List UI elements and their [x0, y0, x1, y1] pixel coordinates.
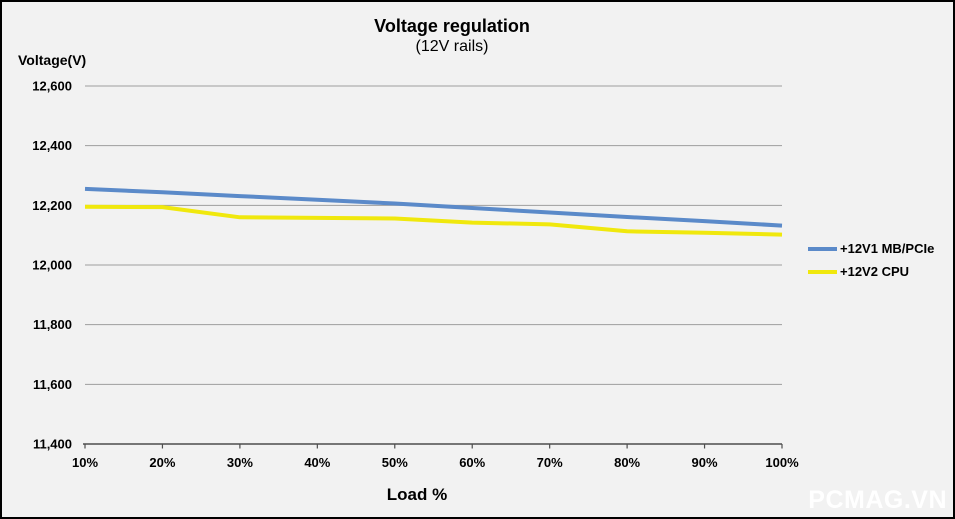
x-axis-title: Load % — [386, 485, 448, 504]
legend-item-12v1: +12V1 MB/PCIe — [808, 240, 934, 257]
legend-swatch-12v1 — [808, 246, 837, 251]
y-tick-label: 12,400 — [32, 138, 72, 153]
x-tick-label: 40% — [304, 455, 330, 470]
legend-label-12v1: +12V1 MB/PCIe — [840, 241, 935, 256]
chart-title: Voltage regulation — [374, 16, 530, 36]
x-tick-label: 50% — [382, 455, 408, 470]
x-tick-label: 70% — [537, 455, 563, 470]
x-tick-label: 10% — [72, 455, 98, 470]
legend-swatch-12v2 — [808, 269, 837, 274]
y-tick-label: 12,200 — [32, 198, 72, 213]
y-tick-label: 11,600 — [33, 377, 72, 392]
legend-label-12v2: +12V2 CPU — [840, 264, 910, 279]
y-tick-label: 11,800 — [33, 317, 72, 332]
x-tick-label: 20% — [149, 455, 175, 470]
legend: +12V1 MB/PCIe +12V2 CPU — [808, 240, 934, 286]
x-tick-label: 100% — [765, 455, 799, 470]
legend-item-12v2: +12V2 CPU — [808, 263, 934, 280]
y-axis-title: Voltage(V) — [18, 52, 87, 68]
title-block: Voltage regulation (12V rails) — [87, 16, 817, 56]
y-tick-label: 12,600 — [32, 79, 72, 94]
x-tick-label: 60% — [459, 455, 485, 470]
y-tick-label: 11,400 — [33, 437, 72, 452]
series-line-2 — [84, 204, 783, 237]
x-tick-label: 30% — [227, 455, 253, 470]
series-line-1 — [84, 186, 783, 228]
chart-subtitle: (12V rails) — [415, 38, 489, 55]
y-tick-label: 12,000 — [32, 258, 72, 273]
watermark: PCMAG.VN — [808, 486, 947, 514]
x-tick-label: 80% — [614, 455, 640, 470]
x-tick-label: 90% — [692, 455, 718, 470]
